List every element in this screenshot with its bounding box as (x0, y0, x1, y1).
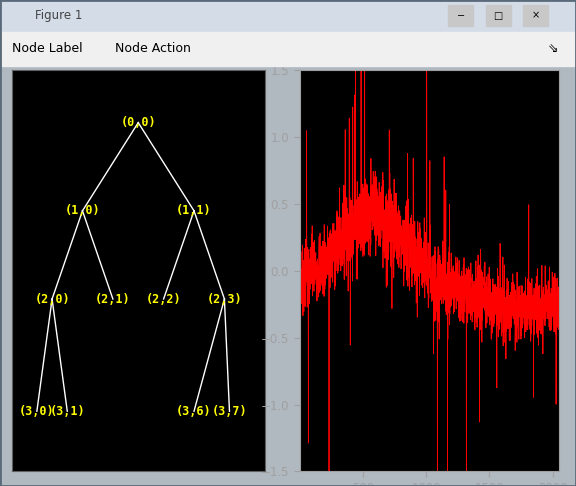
Text: (3,1): (3,1) (50, 405, 85, 418)
Title: data for node: 0 or (0,0).: data for node: 0 or (0,0). (347, 53, 511, 67)
Text: (1,0): (1,0) (65, 204, 100, 217)
Text: (0,0): (0,0) (120, 116, 156, 129)
Text: Node Label: Node Label (12, 42, 82, 55)
Text: (2,1): (2,1) (95, 293, 131, 306)
Text: Figure 1: Figure 1 (35, 9, 82, 22)
Text: ×: × (532, 11, 540, 21)
Text: (3,0): (3,0) (19, 405, 55, 418)
Text: (3,6): (3,6) (176, 405, 212, 418)
Text: □: □ (494, 11, 503, 21)
Text: −: − (457, 11, 465, 21)
Text: (2,0): (2,0) (34, 293, 70, 306)
Text: (1,1): (1,1) (176, 204, 212, 217)
Text: (2,2): (2,2) (146, 293, 181, 306)
Title: Tree Decomposition: Tree Decomposition (70, 52, 207, 67)
Text: ⇘: ⇘ (548, 42, 559, 55)
Text: (2,3): (2,3) (207, 293, 242, 306)
Text: Node Action: Node Action (115, 42, 191, 55)
Text: (3,7): (3,7) (211, 405, 247, 418)
